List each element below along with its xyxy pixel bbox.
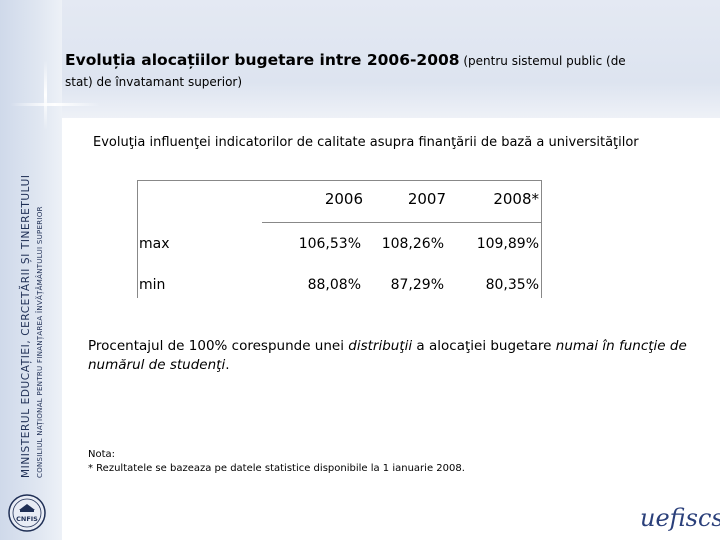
row-label-max: max	[139, 236, 170, 252]
table-left-rule	[137, 180, 138, 298]
footnote-label: Nota:	[88, 449, 116, 460]
ministry-vertical-label: MINISTERUL EDUCAȚIEI, CERCETĂRII ȘI TINE…	[20, 174, 32, 478]
header-band	[0, 0, 720, 118]
column-header-2006: 2006	[324, 190, 363, 208]
cnfis-logo-icon: CNFIS	[8, 494, 46, 532]
column-header-2007: 2007	[407, 190, 446, 208]
table-cell: 80,35%	[485, 277, 539, 293]
table-header-rule	[262, 222, 542, 223]
title-bold: Evoluția alocațiilor bugetare intre 2006…	[65, 51, 460, 69]
data-table-frame	[137, 180, 542, 298]
footnote: Nota: * Rezultatele se bazeaza pe datele…	[88, 448, 465, 476]
title-line2: stat) de învatamant superior)	[65, 75, 243, 89]
table-top-rule	[137, 180, 542, 181]
note-text: a alocaţiei bugetare	[412, 338, 556, 354]
decorative-cross-horizontal	[10, 103, 100, 106]
left-band	[0, 0, 62, 540]
note-italic: numai în funcţie de numărul de studenţi	[88, 338, 687, 373]
table-cell: 109,89%	[476, 236, 539, 252]
table-cell: 87,29%	[390, 277, 444, 293]
table-cell: 108,26%	[381, 236, 444, 252]
table-cell: 106,53%	[298, 236, 361, 252]
decorative-cross-vertical	[44, 60, 47, 130]
slide-subtitle: Evoluţia influenţei indicatorilor de cal…	[93, 135, 639, 150]
column-header-2008: 2008*	[493, 190, 539, 208]
note-text: .	[225, 357, 230, 373]
cnfis-logo: CNFIS	[7, 493, 47, 533]
council-vertical-label: CONSILIUL NAȚIONAL PENTRU FINANȚAREA ÎNV…	[36, 206, 44, 478]
table-cell: 88,08%	[307, 277, 361, 293]
row-label-min: min	[139, 277, 166, 293]
note-italic: distribuţii	[348, 338, 413, 354]
note-text: Procentajul de 100% corespunde unei	[88, 338, 349, 354]
cnfis-logo-text: CNFIS	[16, 515, 38, 523]
title-normal: (pentru sistemul public (de	[459, 54, 626, 68]
table-right-rule	[541, 180, 542, 298]
note-paragraph: Procentajul de 100% corespunde unei dist…	[88, 337, 688, 375]
footnote-text: * Rezultatele se bazeaza pe datele stati…	[88, 463, 465, 474]
slide-title: Evoluția alocațiilor bugetare intre 2006…	[65, 50, 685, 92]
uefiscsu-logo: uefiscsu	[640, 504, 720, 532]
